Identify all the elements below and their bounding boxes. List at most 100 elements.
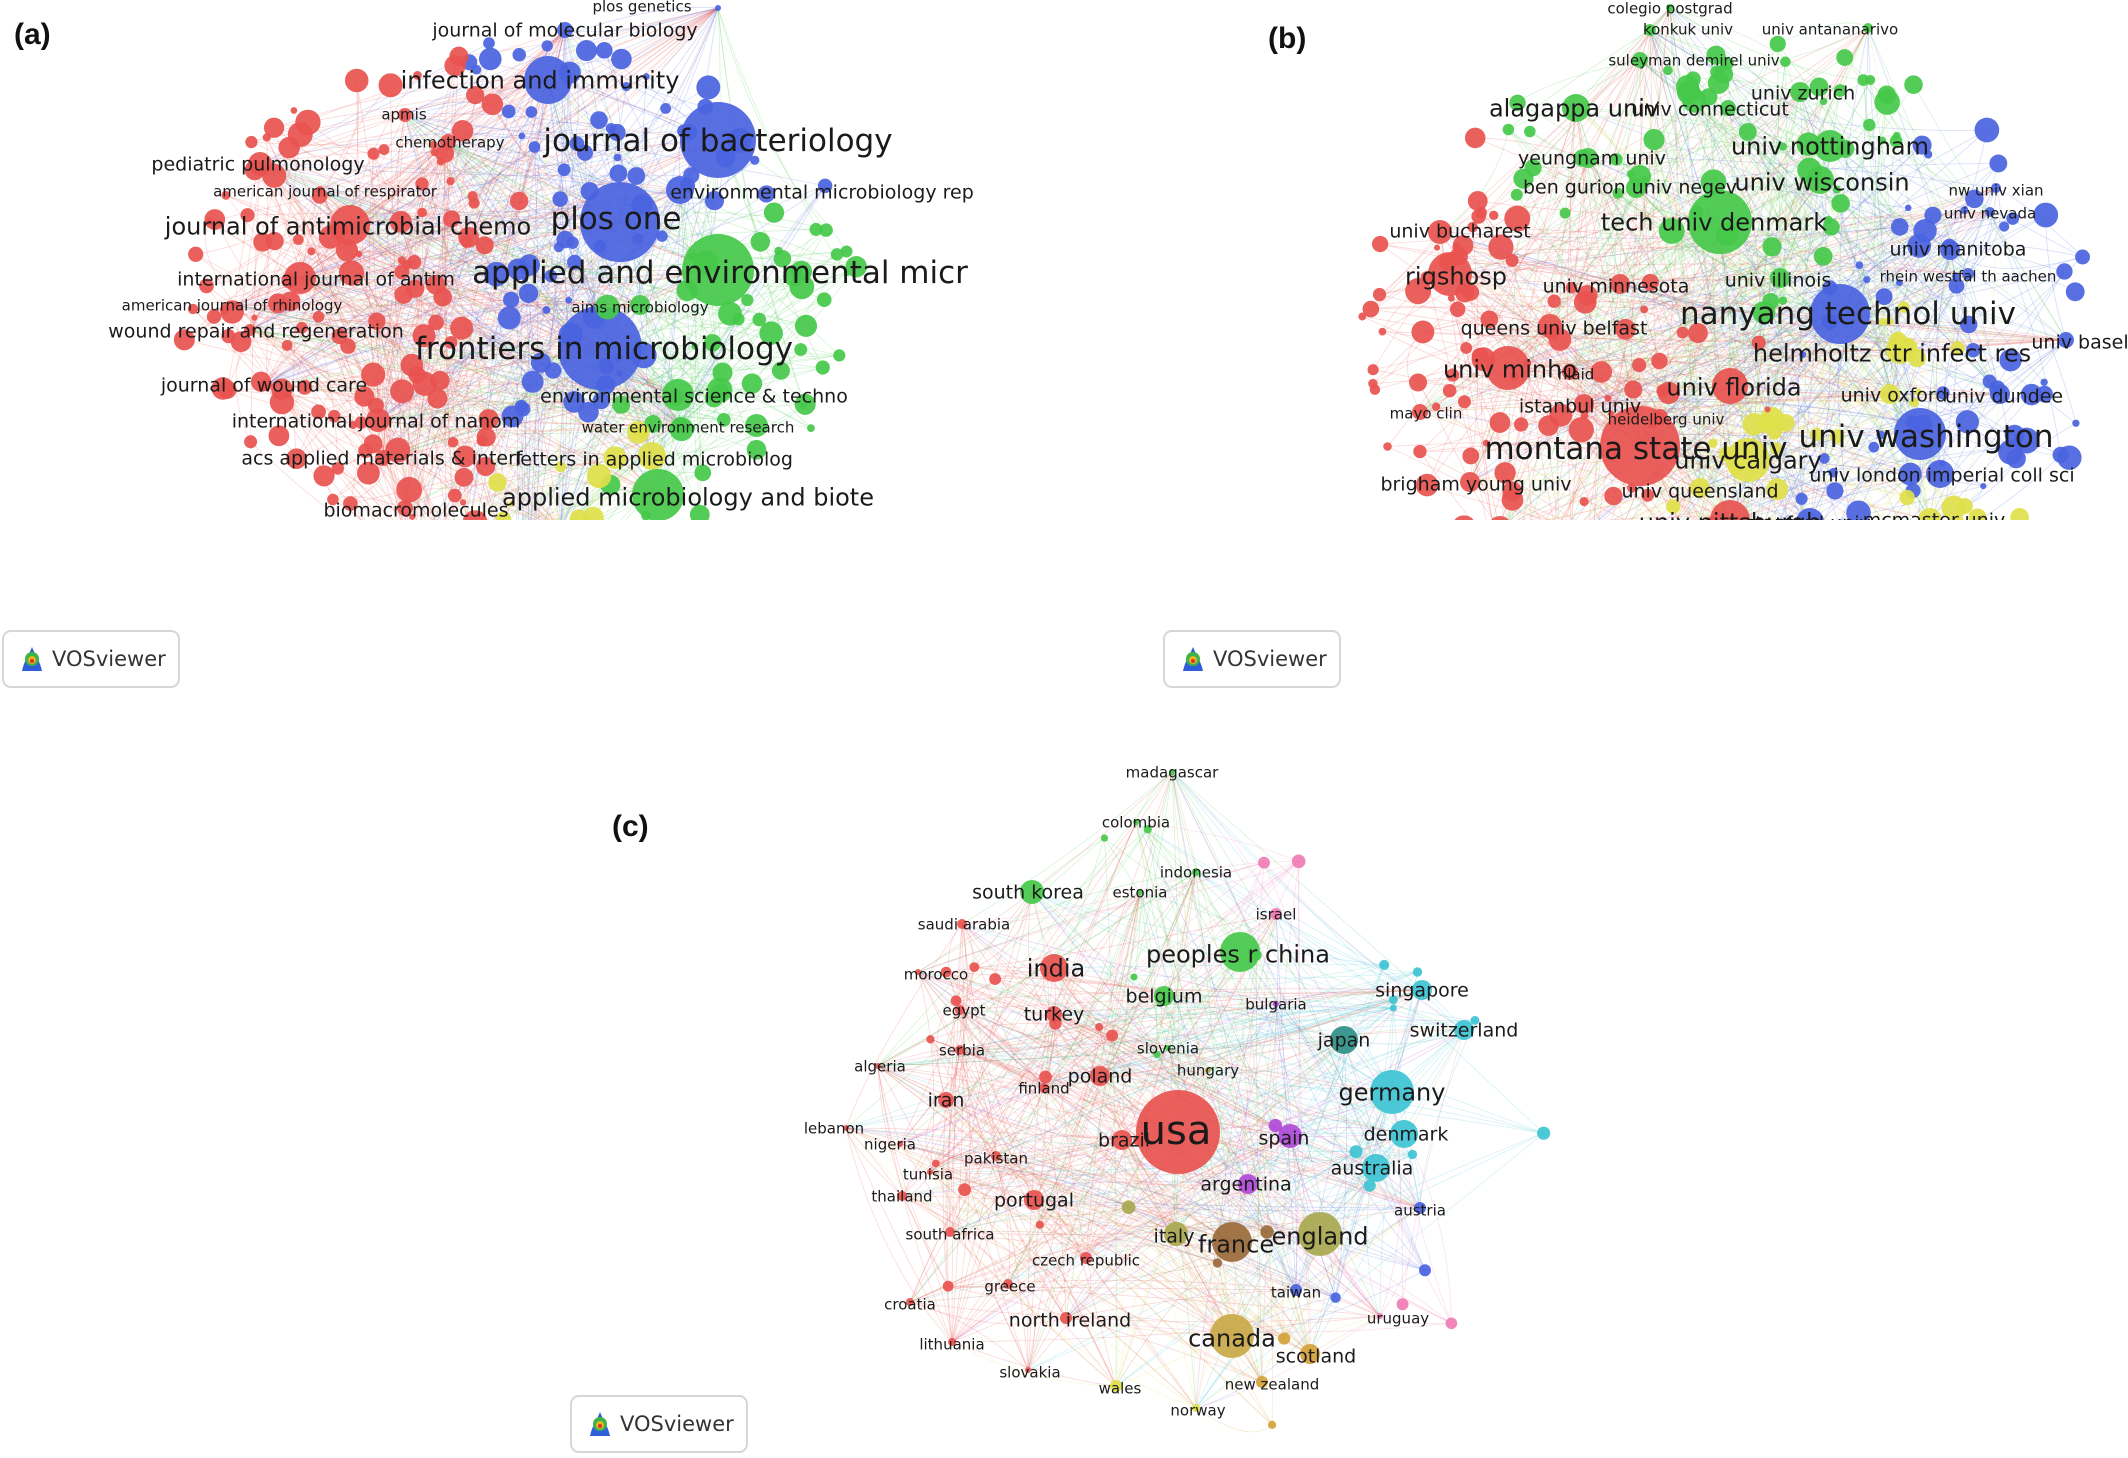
network-node[interactable]	[1778, 296, 1788, 305]
network-node[interactable]	[331, 221, 349, 239]
network-node[interactable]	[1349, 1145, 1363, 1159]
network-node[interactable]	[1040, 954, 1068, 982]
network-node[interactable]	[1615, 318, 1636, 340]
network-node[interactable]	[1330, 1026, 1358, 1054]
network-node[interactable]	[1278, 1124, 1302, 1148]
network-node[interactable]	[1857, 74, 1870, 86]
network-node[interactable]	[578, 401, 599, 423]
network-node[interactable]	[525, 106, 538, 118]
network-node[interactable]	[1671, 450, 1679, 458]
network-node[interactable]	[875, 1063, 881, 1069]
network-node[interactable]	[462, 510, 488, 520]
network-node[interactable]	[1751, 335, 1766, 350]
network-node[interactable]	[1641, 488, 1655, 502]
network-node[interactable]	[1003, 1279, 1013, 1289]
network-node[interactable]	[1411, 320, 1435, 344]
network-node[interactable]	[1610, 274, 1630, 294]
network-node[interactable]	[1100, 834, 1109, 842]
network-node[interactable]	[1389, 1004, 1397, 1012]
network-node[interactable]	[727, 128, 753, 153]
network-node[interactable]	[1690, 478, 1710, 498]
network-node[interactable]	[312, 310, 325, 323]
network-node[interactable]	[1573, 149, 1591, 167]
network-node[interactable]	[1035, 1220, 1044, 1229]
network-node[interactable]	[311, 188, 328, 204]
network-node[interactable]	[1460, 472, 1480, 492]
network-node[interactable]	[409, 513, 416, 520]
network-node[interactable]	[1153, 1050, 1161, 1059]
network-node[interactable]	[1256, 1376, 1268, 1388]
network-node[interactable]	[244, 324, 256, 336]
network-node[interactable]	[484, 261, 509, 287]
network-node[interactable]	[1982, 374, 1997, 389]
network-node[interactable]	[1640, 305, 1649, 314]
network-node[interactable]	[1291, 854, 1306, 869]
network-node[interactable]	[344, 68, 369, 93]
network-node[interactable]	[447, 488, 462, 503]
network-node[interactable]	[1457, 395, 1471, 409]
network-node[interactable]	[1819, 97, 1828, 106]
network-node[interactable]	[1770, 442, 1783, 455]
network-node[interactable]	[1651, 352, 1668, 370]
network-node[interactable]	[1362, 1154, 1390, 1182]
network-node[interactable]	[1627, 483, 1637, 493]
network-node[interactable]	[1460, 342, 1473, 354]
network-node[interactable]	[385, 437, 411, 463]
network-node[interactable]	[576, 144, 593, 161]
network-node[interactable]	[1790, 82, 1810, 102]
network-node[interactable]	[596, 375, 616, 395]
network-node[interactable]	[1936, 386, 1950, 400]
network-node[interactable]	[732, 312, 745, 326]
network-node[interactable]	[478, 47, 502, 71]
network-node[interactable]	[2075, 249, 2091, 265]
network-node[interactable]	[1999, 221, 2010, 232]
network-node[interactable]	[454, 467, 474, 487]
network-node[interactable]	[1471, 347, 1496, 372]
network-node[interactable]	[757, 185, 776, 203]
network-node[interactable]	[1828, 467, 1839, 478]
network-node[interactable]	[1718, 446, 1735, 463]
network-node[interactable]	[1821, 313, 1838, 330]
network-node[interactable]	[390, 379, 415, 404]
network-node[interactable]	[1192, 868, 1200, 876]
network-node[interactable]	[1133, 819, 1139, 825]
network-node[interactable]	[1612, 187, 1624, 199]
network-node[interactable]	[712, 362, 733, 383]
network-node[interactable]	[750, 155, 760, 165]
network-node[interactable]	[1628, 164, 1652, 188]
network-node[interactable]	[1565, 281, 1578, 294]
network-node[interactable]	[1985, 207, 1995, 217]
network-node[interactable]	[1462, 447, 1480, 465]
network-node[interactable]	[1795, 492, 1808, 505]
network-node[interactable]	[794, 314, 818, 337]
network-node[interactable]	[1212, 1258, 1223, 1268]
network-node[interactable]	[1039, 1070, 1052, 1084]
network-node[interactable]	[1714, 64, 1734, 84]
network-node[interactable]	[1797, 157, 1822, 182]
network-node[interactable]	[355, 250, 363, 258]
network-node[interactable]	[1413, 444, 1427, 459]
network-node[interactable]	[1658, 217, 1685, 244]
network-node[interactable]	[1769, 35, 1786, 53]
network-node[interactable]	[1143, 825, 1152, 834]
network-node[interactable]	[280, 291, 301, 312]
network-node[interactable]	[616, 369, 623, 377]
network-node[interactable]	[497, 306, 521, 330]
network-node[interactable]	[1467, 221, 1478, 233]
network-node[interactable]	[1878, 317, 1887, 326]
network-node[interactable]	[2020, 383, 2043, 406]
network-node[interactable]	[366, 408, 390, 432]
network-node[interactable]	[1442, 383, 1457, 398]
network-node[interactable]	[415, 177, 429, 191]
network-node[interactable]	[1904, 204, 1912, 212]
network-node[interactable]	[544, 269, 558, 283]
network-node[interactable]	[938, 1092, 954, 1108]
network-node[interactable]	[595, 42, 613, 59]
network-node[interactable]	[293, 234, 304, 245]
network-node[interactable]	[906, 1298, 914, 1306]
network-node[interactable]	[1890, 218, 1909, 236]
network-node[interactable]	[518, 132, 526, 140]
network-node[interactable]	[311, 404, 326, 420]
network-node[interactable]	[1439, 253, 1458, 272]
network-node[interactable]	[716, 413, 731, 427]
